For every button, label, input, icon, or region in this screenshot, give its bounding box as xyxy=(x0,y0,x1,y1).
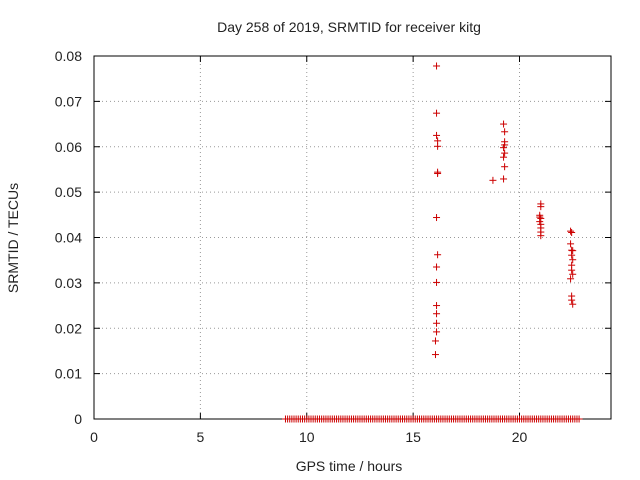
data-point xyxy=(433,278,441,286)
data-point xyxy=(569,270,577,278)
y-tick-label: 0.08 xyxy=(55,48,82,64)
y-tick-label: 0.06 xyxy=(55,139,82,155)
y-tick-label: 0.03 xyxy=(55,275,82,291)
data-point xyxy=(433,109,441,117)
data-point xyxy=(536,213,544,221)
data-point xyxy=(433,319,441,327)
data-point xyxy=(433,328,441,336)
data-point xyxy=(433,62,441,70)
data-point xyxy=(501,149,509,157)
y-axis-label: SRMTID / TECUs xyxy=(5,183,21,293)
data-point xyxy=(568,266,576,274)
x-tick-label: 5 xyxy=(196,429,204,445)
data-point xyxy=(569,247,577,255)
y-tick-label: 0.07 xyxy=(55,93,82,109)
x-axis-label: GPS time / hours xyxy=(296,458,403,474)
data-point xyxy=(434,142,442,150)
data-point xyxy=(433,263,441,271)
x-tick-label: 20 xyxy=(512,429,528,445)
data-point xyxy=(568,296,576,304)
data-point xyxy=(433,214,441,222)
data-point xyxy=(569,256,577,264)
data-point xyxy=(569,300,577,308)
data-point xyxy=(500,175,508,183)
data-point xyxy=(501,128,509,136)
data-point xyxy=(567,227,575,235)
data-point xyxy=(501,163,509,171)
data-point xyxy=(434,170,442,178)
y-tick-labels: 0 0.01 0.02 0.03 0.04 0.05 0.06 0.07 0.08 xyxy=(55,48,82,427)
data-point xyxy=(500,153,508,161)
data-point xyxy=(567,240,575,248)
data-point xyxy=(433,302,441,310)
data-point xyxy=(433,310,441,318)
y-tick-label: 0.05 xyxy=(55,184,82,200)
x-tick-label: 10 xyxy=(299,429,315,445)
chart-title: Day 258 of 2019, SRMTID for receiver kit… xyxy=(217,19,481,35)
data-point xyxy=(575,415,583,423)
grid-lines xyxy=(94,56,611,419)
data-point xyxy=(568,251,576,259)
data-point xyxy=(567,275,575,283)
x-tick-label: 15 xyxy=(405,429,421,445)
data-point xyxy=(537,214,545,222)
data-points xyxy=(281,62,583,423)
data-point xyxy=(500,144,508,152)
data-point xyxy=(431,351,439,359)
data-point xyxy=(431,337,439,345)
data-point xyxy=(568,229,576,237)
axis-ticks xyxy=(93,55,611,420)
y-tick-label: 0.04 xyxy=(55,230,82,246)
x-tick-label: 0 xyxy=(90,429,98,445)
data-point xyxy=(537,232,545,240)
plot-frame xyxy=(93,55,612,420)
y-tick-label: 0.02 xyxy=(55,320,82,336)
y-tick-label: 0.01 xyxy=(55,366,82,382)
x-tick-labels: 0 5 10 15 20 xyxy=(90,429,527,445)
y-tick-label: 0 xyxy=(74,411,82,427)
data-point xyxy=(537,203,545,211)
data-point xyxy=(433,131,441,139)
data-point xyxy=(489,176,497,184)
data-point xyxy=(434,251,442,259)
data-point xyxy=(500,120,508,128)
